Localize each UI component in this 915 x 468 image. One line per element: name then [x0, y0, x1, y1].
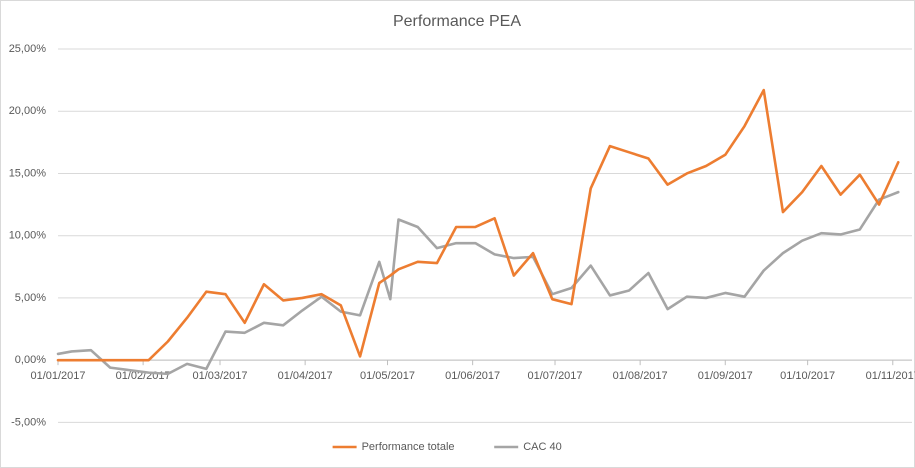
- x-tick-label: 01/10/2017: [780, 370, 835, 382]
- x-tick-label: 01/11/2017: [866, 370, 915, 382]
- legend-label: Performance totale: [362, 441, 455, 453]
- series-line: [56, 190, 900, 376]
- x-tick-label: 01/09/2017: [698, 370, 753, 382]
- y-tick-label: 20,00%: [9, 105, 47, 117]
- y-tick-label: 25,00%: [9, 43, 47, 55]
- x-tick-label: 01/08/2017: [613, 370, 668, 382]
- legend-label: CAC 40: [523, 441, 562, 453]
- y-tick-label: 15,00%: [9, 167, 47, 179]
- chart-title: Performance PEA: [393, 13, 521, 30]
- x-tick-label: 01/04/2017: [278, 370, 333, 382]
- legend: Performance totale CAC 40: [332, 441, 562, 453]
- x-tick-label: 01/01/2017: [30, 370, 85, 382]
- series-line: [56, 88, 900, 362]
- x-tick-label: 01/06/2017: [445, 370, 500, 382]
- y-tick-label: -5,00%: [11, 416, 46, 428]
- y-tick-label: 5,00%: [15, 292, 46, 304]
- y-tick-label: 0,00%: [15, 354, 46, 366]
- x-tick-label: 01/07/2017: [527, 370, 582, 382]
- x-tick-label: 01/05/2017: [360, 370, 415, 382]
- x-tick-label: 01/03/2017: [192, 370, 247, 382]
- y-tick-label: 10,00%: [9, 230, 47, 242]
